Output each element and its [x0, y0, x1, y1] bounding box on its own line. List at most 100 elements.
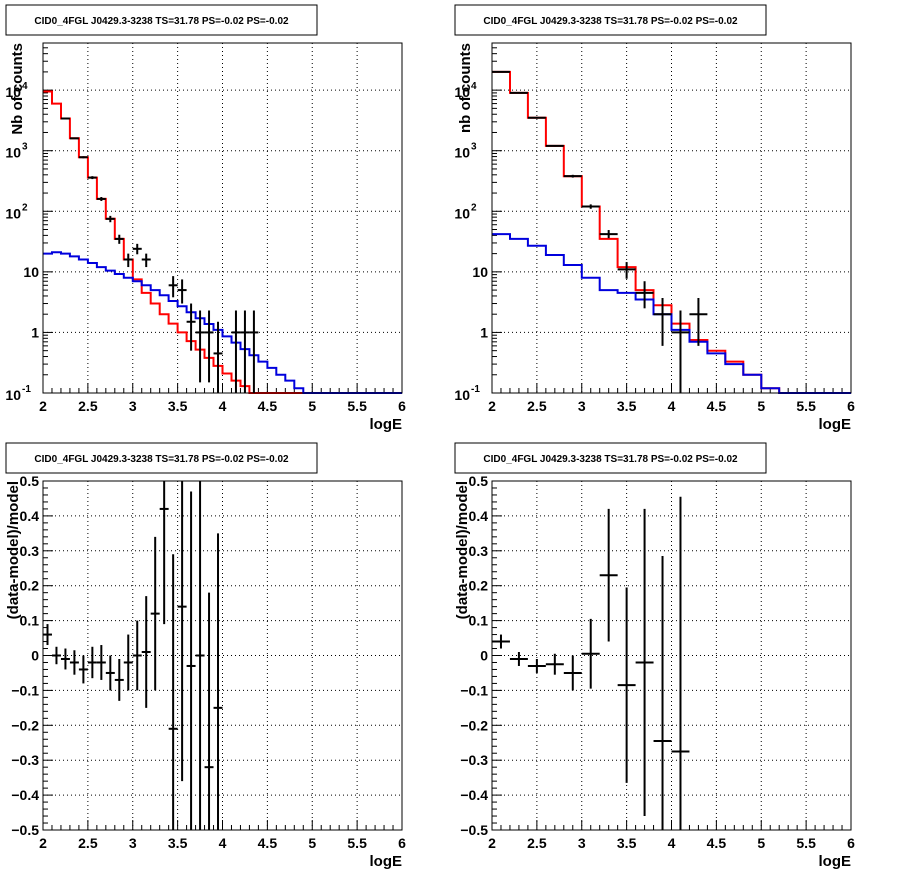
x-tick-label: 3.5	[168, 835, 188, 851]
data-point	[671, 310, 690, 393]
x-tick-label: 5	[757, 398, 765, 414]
y-axis-title: nb of counts	[457, 43, 474, 133]
y-tick-exponent: -1	[22, 384, 31, 395]
x-tick-label: 2	[39, 835, 47, 851]
y-tick-label: 0.5	[469, 473, 489, 489]
data-point	[492, 70, 510, 73]
chart-panel-bottom-right: 2 2.5 3 3.5 4 4.5 5 5.5 6 −0.5 −0.4 −0.3 −0.2 −0.1 0 0.…	[454, 442, 855, 870]
y-tick-label: −0.4	[11, 787, 39, 803]
panel-title-box	[454, 442, 767, 474]
data-point	[123, 634, 133, 691]
data-point	[527, 658, 546, 673]
panel-title: CID0_4FGL J0429.3-3238 TS=31.78 PS=-0.02…	[483, 16, 738, 27]
y-tick-label: 10	[5, 387, 21, 403]
y-tick-label: 10	[23, 264, 39, 280]
x-tick-label: 4.5	[707, 398, 727, 414]
x-tick-label: 5	[757, 835, 765, 851]
x-axis-title: logE	[819, 416, 852, 433]
x-tick-label: 2.5	[78, 835, 98, 851]
data-point	[141, 596, 151, 708]
y-tick-label: −0.3	[460, 752, 488, 768]
data-point	[527, 116, 546, 119]
x-tick-label: 4.5	[707, 835, 727, 851]
data-point	[186, 303, 196, 351]
y-tick-label: 0.4	[20, 508, 40, 524]
y-tick-label: 0	[31, 648, 39, 664]
data-point	[186, 491, 196, 830]
x-tick-label: 4	[668, 835, 676, 851]
x-tick-label: 3.5	[617, 398, 637, 414]
data-point	[240, 310, 250, 393]
data-point	[168, 276, 178, 298]
plot-frame	[491, 480, 852, 831]
data-point	[599, 230, 618, 239]
data-point	[492, 634, 510, 649]
data-point	[87, 176, 97, 180]
data-point	[563, 655, 582, 691]
x-tick-label: 5.5	[347, 835, 367, 851]
panel-title-box	[454, 4, 767, 36]
data-point	[159, 481, 169, 625]
x-tick-label: 2	[39, 398, 47, 414]
y-tick-exponent: 2	[22, 202, 28, 213]
x-tick-label: 5.5	[347, 398, 367, 414]
data-point	[635, 508, 654, 817]
y-tick-label: 10	[454, 145, 470, 161]
data-point	[563, 174, 582, 178]
data-point	[150, 536, 160, 691]
data-point	[69, 137, 79, 140]
y-tick-label: 10	[472, 264, 488, 280]
y-tick-label: −0.2	[460, 717, 488, 733]
data-point	[114, 658, 124, 701]
data-point	[168, 554, 178, 830]
x-tick-label: 2.5	[527, 835, 547, 851]
y-tick-label: −0.5	[11, 822, 39, 838]
data-point	[545, 653, 564, 675]
y-tick-label: −0.2	[11, 717, 39, 733]
y-tick-label: 10	[454, 205, 470, 221]
panel-title: CID0_4FGL J0429.3-3238 TS=31.78 PS=-0.02…	[34, 454, 289, 465]
y-tick-label: −0.5	[460, 822, 488, 838]
y-tick-label: −0.4	[460, 787, 488, 803]
data-point	[653, 298, 672, 346]
data-point	[51, 646, 61, 665]
data-point	[231, 310, 241, 393]
data-point	[509, 91, 528, 94]
x-tick-label: 5	[308, 835, 316, 851]
data-point	[204, 592, 214, 830]
data-point	[689, 298, 708, 346]
data-point	[123, 253, 133, 268]
x-tick-label: 4	[668, 398, 676, 414]
x-tick-label: 2.5	[78, 398, 98, 414]
x-tick-label: 6	[398, 398, 406, 414]
data-point	[141, 253, 151, 268]
y-tick-label: 10	[5, 205, 21, 221]
y-axis-title: (data-model)/model	[454, 481, 471, 619]
x-tick-label: 3.5	[168, 398, 188, 414]
y-tick-exponent: -1	[471, 384, 480, 395]
y-tick-label: 0.4	[469, 508, 489, 524]
data-point	[114, 234, 124, 244]
x-axis-title: logE	[370, 853, 403, 870]
x-tick-label: 6	[847, 398, 855, 414]
y-tick-label: −0.1	[460, 682, 488, 698]
x-axis-title: logE	[370, 416, 403, 433]
data-point	[60, 117, 70, 120]
y-tick-label: 0.3	[469, 543, 489, 559]
data-point	[60, 648, 70, 670]
y-tick-label: 0.2	[469, 578, 489, 594]
data-point	[213, 533, 223, 830]
data-point	[509, 652, 528, 666]
panel-title: CID0_4FGL J0429.3-3238 TS=31.78 PS=-0.02…	[34, 16, 289, 27]
x-tick-label: 2	[488, 835, 496, 851]
data-point	[671, 496, 690, 830]
data-point	[213, 321, 223, 393]
x-tick-label: 2	[488, 398, 496, 414]
x-tick-label: 5.5	[796, 398, 816, 414]
y-tick-label: 10	[454, 84, 470, 100]
y-tick-exponent: 4	[471, 81, 477, 92]
y-tick-exponent: 3	[22, 142, 28, 153]
x-tick-label: 3	[129, 398, 137, 414]
data-point	[96, 197, 106, 201]
